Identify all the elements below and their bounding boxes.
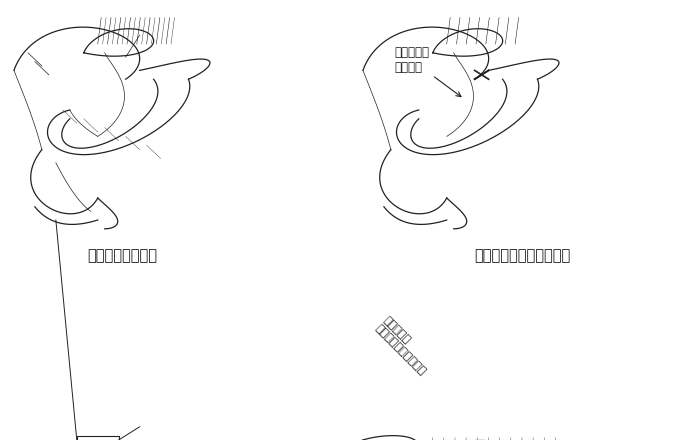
Text: 阴茎会阴解剖侧面: 阴茎会阴解剖侧面	[87, 249, 157, 264]
Text: 切断悬韧带，分离耻骨弓: 切断悬韧带，分离耻骨弓	[475, 249, 571, 264]
Bar	[77, 436, 119, 440]
Text: 已被切断的
浅、深阴茎悬韧带断面: 已被切断的 浅、深阴茎悬韧带断面	[373, 315, 436, 377]
Text: 阴茎悬韧带
已被切断: 阴茎悬韧带 已被切断	[394, 46, 461, 97]
